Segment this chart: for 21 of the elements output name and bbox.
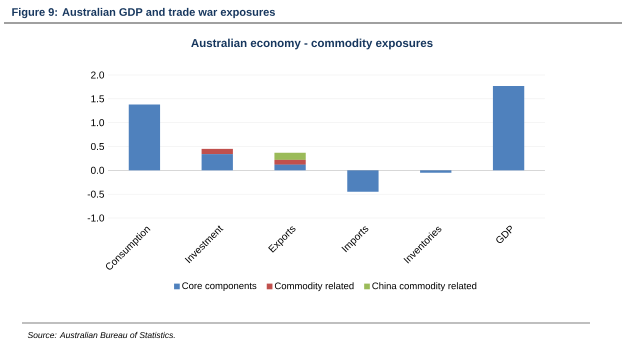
bar: [274, 164, 306, 170]
y-tick-label: 0.0: [90, 166, 104, 174]
y-tick-label: 1.5: [91, 95, 104, 102]
legend-label: Core components: [182, 282, 256, 291]
y-tick-label: 1.0: [91, 119, 104, 126]
y-tick-label: -1.0: [88, 214, 104, 222]
chart-title: Figure 9: Australian GDP and trade war exposures: [12, 8, 275, 18]
bar: [274, 152, 306, 160]
bar: [492, 86, 524, 170]
legend-label: China commodity related: [372, 282, 476, 292]
source-note: Source: Australian Bureau of Statistics.: [28, 332, 175, 338]
y-tick-label: -0.5: [88, 190, 104, 198]
y-tick-label: 2.0: [91, 71, 104, 79]
bar: [347, 170, 379, 192]
bar: [274, 160, 306, 165]
bar: [128, 104, 160, 170]
chart-subtitle: Australian economy - commodity exposures: [191, 38, 433, 50]
bar: [202, 154, 233, 170]
y-tick-label: 0.5: [90, 142, 104, 150]
bar: [202, 148, 233, 154]
legend-label: Commodity related: [274, 282, 354, 292]
